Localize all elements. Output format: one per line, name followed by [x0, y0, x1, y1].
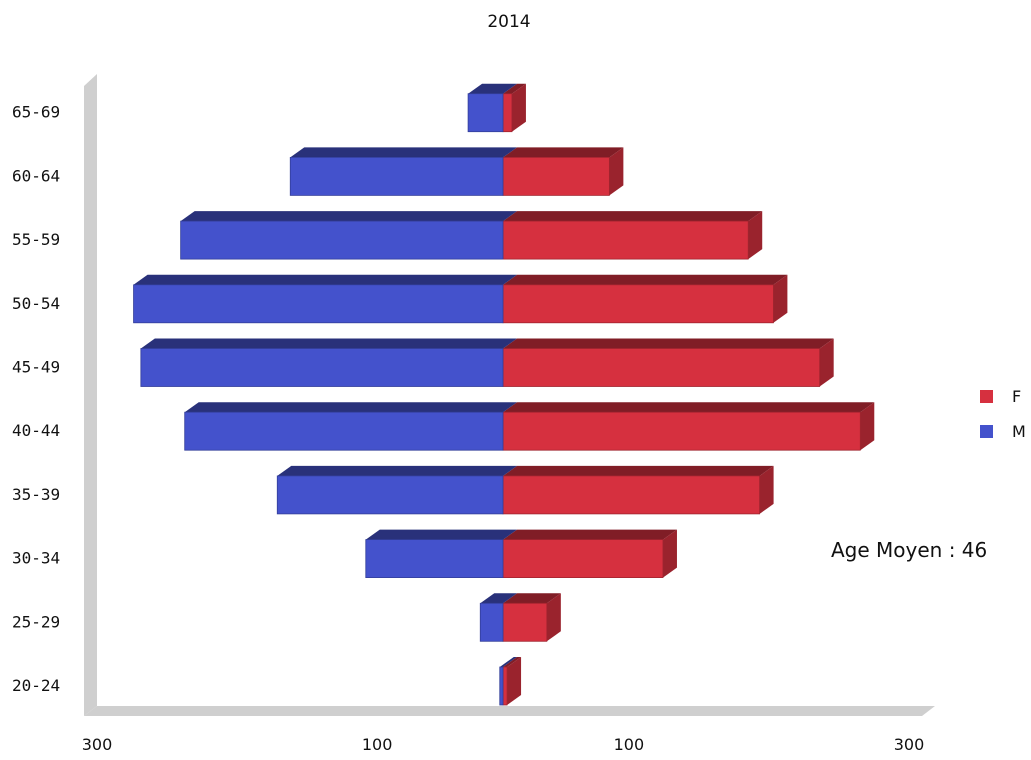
bar-front-f-65-69	[502, 93, 513, 133]
x-tick-label-2: 100	[614, 735, 645, 754]
category-label-45-49: 45-49	[12, 358, 60, 377]
bar-top-m-25-29	[480, 593, 517, 604]
bars-layer	[133, 83, 875, 706]
bar-top-f-35-39	[503, 465, 774, 476]
bar-top-f-60-64	[503, 147, 624, 158]
y-axis-wall	[84, 74, 97, 716]
bar-top-f-45-49	[503, 338, 834, 349]
bar-top-m-55-59	[180, 211, 518, 222]
legend-label-m: M	[1012, 422, 1026, 441]
bar-front-m-35-39	[276, 475, 504, 515]
legend: F M	[980, 387, 1026, 441]
bar-f-30-34	[502, 529, 677, 578]
bar-f-60-64	[502, 147, 624, 196]
bar-f-50-54	[502, 274, 788, 324]
legend-swatch-f	[980, 390, 993, 403]
bar-m-65-69	[467, 83, 517, 133]
bar-m-60-64	[289, 147, 517, 196]
bar-front-m-45-49	[140, 348, 504, 387]
chart-title: 2014	[487, 12, 530, 32]
bar-front-f-55-59	[502, 220, 749, 260]
bar-front-m-65-69	[467, 93, 504, 133]
category-label-35-39: 35-39	[12, 485, 60, 504]
bar-top-f-30-34	[503, 529, 677, 540]
bar-side-f-20-24	[507, 657, 522, 705]
category-label-55-59: 55-59	[12, 230, 60, 249]
bar-top-m-50-54	[133, 274, 518, 285]
bar-front-f-60-64	[502, 156, 610, 196]
bar-side-f-40-44	[860, 402, 875, 451]
bar-side-f-45-49	[819, 338, 834, 387]
legend-swatch-m	[980, 425, 993, 438]
bar-front-m-50-54	[133, 284, 504, 324]
bar-top-m-35-39	[277, 465, 517, 476]
category-label-60-64: 60-64	[12, 166, 60, 185]
legend-label-f: F	[1012, 387, 1021, 406]
bar-top-m-60-64	[290, 147, 517, 158]
bar-f-40-44	[502, 402, 875, 451]
bar-front-m-20-24	[499, 666, 504, 706]
bar-f-20-24	[502, 657, 522, 706]
x-axis-floor	[84, 706, 935, 716]
bar-front-m-55-59	[180, 220, 504, 260]
bar-top-m-40-44	[184, 402, 518, 413]
x-tick-label-1: 100	[362, 735, 393, 754]
bar-f-65-69	[502, 83, 526, 133]
bar-side-f-30-34	[662, 529, 677, 578]
bar-side-f-60-64	[609, 147, 624, 196]
bar-front-m-30-34	[365, 539, 504, 578]
bar-top-f-55-59	[503, 211, 763, 222]
bar-side-f-55-59	[748, 211, 763, 260]
bar-front-f-20-24	[502, 666, 508, 706]
bar-front-f-40-44	[502, 411, 861, 451]
bar-m-40-44	[184, 402, 518, 451]
bar-m-25-29	[479, 593, 517, 642]
category-labels: 65-69 60-64 55-59 50-54 45-49 40-44 35-39 30-34…	[12, 103, 60, 695]
category-label-25-29: 25-29	[12, 612, 60, 631]
bar-m-45-49	[140, 338, 517, 387]
bar-front-m-25-29	[479, 602, 504, 642]
bar-front-f-35-39	[502, 475, 760, 515]
bar-top-f-40-44	[503, 402, 875, 413]
x-tick-label-3: 300	[894, 735, 925, 754]
category-label-50-54: 50-54	[12, 294, 60, 313]
bar-top-f-65-69	[503, 83, 526, 94]
bar-front-f-50-54	[502, 284, 774, 324]
x-tick-labels: 300 100 100 300	[82, 735, 925, 754]
category-label-20-24: 20-24	[12, 676, 60, 695]
bar-f-55-59	[502, 211, 763, 260]
bar-m-55-59	[180, 211, 518, 260]
bar-top-f-50-54	[503, 274, 788, 285]
category-label-65-69: 65-69	[12, 103, 60, 122]
x-tick-label-0: 300	[82, 735, 113, 754]
bar-m-20-24	[499, 657, 517, 706]
bar-front-f-25-29	[502, 602, 548, 642]
bar-f-45-49	[502, 338, 834, 387]
category-label-30-34: 30-34	[12, 549, 60, 568]
bar-front-f-30-34	[502, 539, 664, 578]
bar-side-f-35-39	[759, 465, 774, 514]
bar-top-m-30-34	[365, 529, 517, 540]
bar-side-f-50-54	[773, 274, 788, 323]
bar-f-25-29	[502, 593, 561, 642]
bar-top-m-45-49	[140, 338, 517, 349]
bar-top-f-25-29	[503, 593, 561, 604]
bar-m-35-39	[276, 465, 517, 515]
bar-m-50-54	[133, 274, 518, 324]
category-label-40-44: 40-44	[12, 421, 60, 440]
average-age-annotation: Age Moyen : 46	[831, 538, 987, 562]
bar-front-m-40-44	[184, 411, 504, 451]
bar-top-f-20-24	[503, 657, 522, 667]
bar-top-m-65-69	[468, 83, 517, 94]
bar-front-f-45-49	[502, 348, 821, 387]
bar-m-30-34	[365, 529, 517, 578]
bar-top-m-20-24	[499, 657, 517, 667]
bar-f-35-39	[502, 465, 774, 515]
bar-side-f-65-69	[511, 83, 526, 132]
bar-side-f-25-29	[546, 593, 561, 642]
bar-front-m-60-64	[289, 156, 504, 196]
